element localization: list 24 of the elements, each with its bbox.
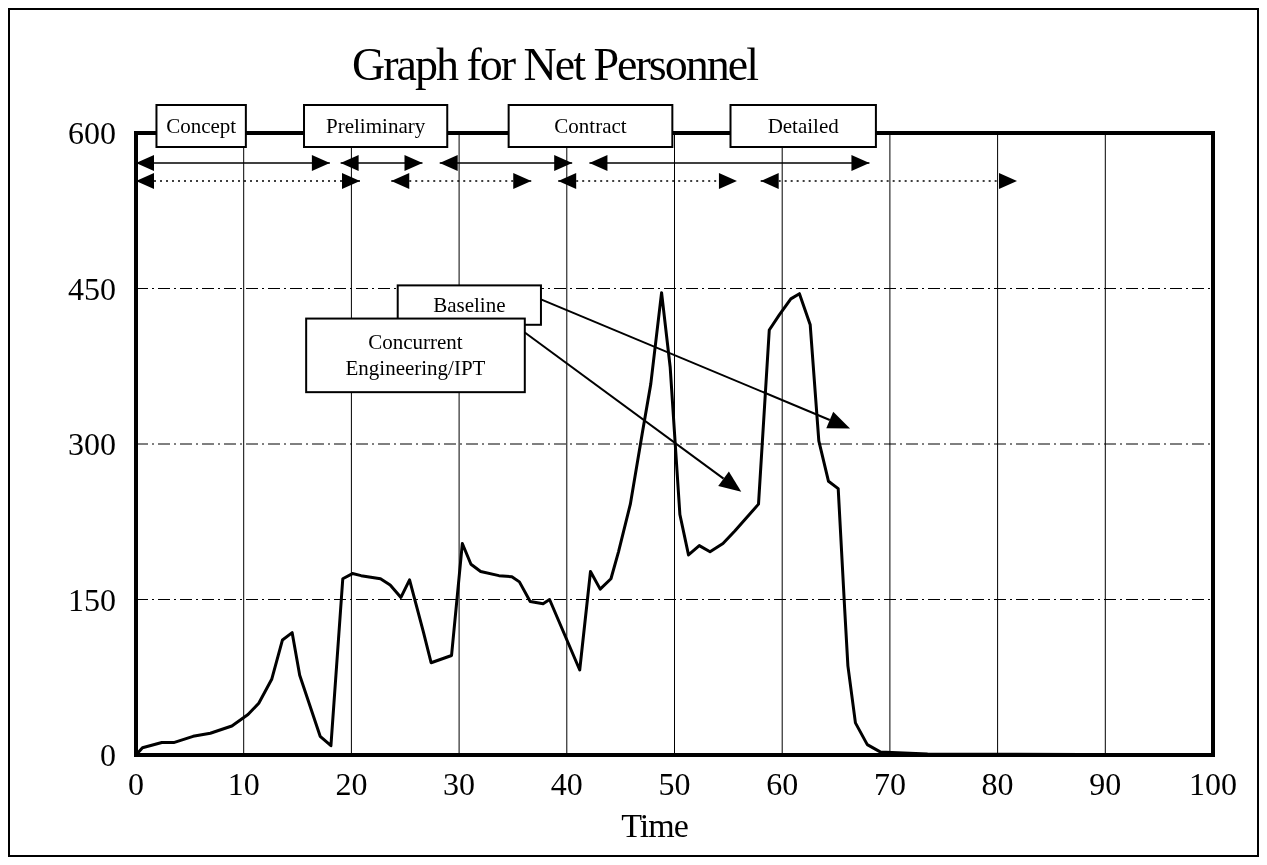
annotation: Preliminary (326, 114, 426, 138)
y-tick-label: 600 (68, 115, 116, 151)
x-tick-label: 10 (227, 766, 260, 802)
x-tick-label: 90 (1089, 766, 1122, 802)
annotation: Concept (166, 114, 237, 138)
annotation: Concurrent Engineering/IPT (345, 330, 486, 381)
y-tick-label: 150 (68, 581, 116, 618)
chart-title: Graph for Net Personnel (352, 39, 759, 90)
annotation: Detailed (767, 114, 840, 138)
x-tick-label: 50 (658, 766, 691, 802)
x-tick-label: 60 (766, 766, 799, 802)
x-tick-label: 70 (873, 766, 906, 802)
x-tick-label: 80 (981, 766, 1014, 802)
y-tick-label: 300 (68, 426, 116, 462)
y-tick-label: 0 (100, 737, 116, 773)
annotation: Baseline (433, 293, 506, 318)
x-tick-label: 0 (128, 766, 144, 802)
x-axis-title: Time (621, 807, 688, 844)
x-tick-label: 30 (443, 766, 476, 802)
annotation: Contract (554, 114, 627, 138)
x-tick-label: 20 (335, 766, 368, 802)
x-tick-label: 40 (550, 766, 583, 802)
y-tick-label: 450 (68, 270, 116, 307)
x-tick-label: 100 (1189, 766, 1237, 802)
